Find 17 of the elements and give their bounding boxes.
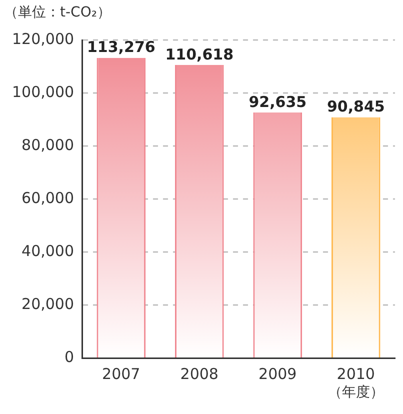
x-tick-label: 2009	[258, 364, 297, 383]
y-tick-label: 80,000	[22, 136, 74, 154]
y-tick-label: 0	[64, 348, 74, 366]
x-axis-title: （年度）	[328, 384, 384, 401]
x-tick-label: 2008	[180, 364, 218, 383]
y-tick-label: 60,000	[22, 188, 74, 207]
data-label: 110,618	[165, 45, 234, 64]
x-tick-label: 2010	[336, 364, 375, 383]
y-tick-label: 120,000	[12, 30, 74, 48]
data-label: 90,845	[326, 98, 385, 116]
y-axis-title: （単位：t-CO₂）	[4, 4, 111, 21]
data-label: 113,276	[86, 38, 156, 56]
y-tick-label: 100,000	[12, 82, 74, 101]
y-tick-label: 20,000	[22, 294, 74, 313]
data-label: 92,635	[248, 92, 307, 111]
y-tick-label: 40,000	[22, 242, 74, 260]
x-tick-label: 2007	[102, 364, 140, 383]
